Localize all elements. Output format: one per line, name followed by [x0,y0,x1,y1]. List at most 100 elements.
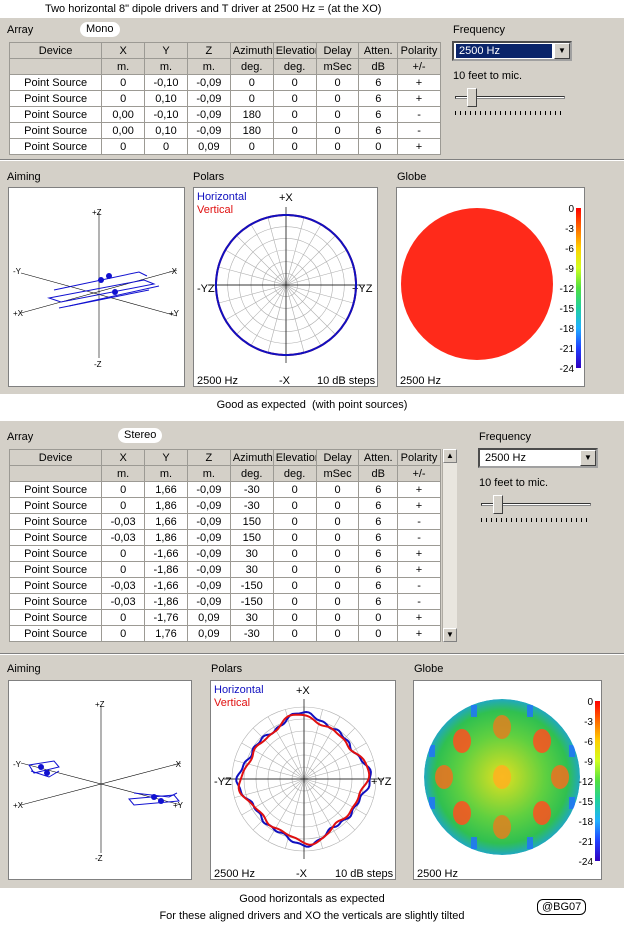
table-cell[interactable]: Point Source [8,513,103,530]
polar-plot[interactable]: Horizontal Vertical +X -X -YZ +YZ 2500 H… [193,187,378,387]
table-cell[interactable]: -30 [229,497,274,514]
table-cell[interactable]: 1,86 [144,529,188,546]
table-cell[interactable]: 0 [272,481,317,498]
table-cell[interactable]: 0 [315,529,360,546]
column-header[interactable]: Atten. [358,42,399,59]
column-header[interactable]: Polarity [397,42,441,59]
table-cell[interactable]: -0,09 [186,497,231,514]
globe-plot[interactable]: 2500 Hz 0 -3 -6 -9 -12 -15 -18 -21 -24 [413,680,602,880]
table-cell[interactable]: 0 [272,609,317,626]
table-cell[interactable]: - [397,122,441,139]
table-cell[interactable]: -1,66 [144,577,188,594]
table-cell[interactable]: 6 [358,529,399,546]
column-header[interactable]: Z [186,449,231,466]
table-cell[interactable]: -0,09 [186,561,231,578]
table-cell[interactable]: -150 [229,593,274,610]
table-cell[interactable]: 0 [315,545,360,562]
column-header[interactable]: Device [8,42,103,59]
column-header[interactable]: Device [8,449,103,466]
column-header[interactable]: Delay [315,449,360,466]
table-scrollbar[interactable]: ▲ ▼ [442,449,457,642]
table-row[interactable]: Point Source 0 -1,76 0,09 30 0 0 0 + [8,609,441,626]
table-cell[interactable]: Point Source [8,106,103,123]
table-cell[interactable]: -1,86 [144,561,188,578]
table-row[interactable]: Point Source -0,03 1,86 -0,09 150 0 0 6- [8,529,441,546]
table-row[interactable]: Point Source -0,03 -1,66 -0,09 -150 0 0 6- [8,577,441,594]
table-cell[interactable]: 6 [358,593,399,610]
table-cell[interactable]: -30 [229,625,274,642]
table-cell[interactable]: - [397,577,441,594]
table-cell[interactable]: 0,10 [144,90,188,107]
table-cell[interactable]: Point Source [8,138,103,155]
table-cell[interactable]: -0,09 [186,90,231,107]
table-cell[interactable]: 0 [229,90,274,107]
table-cell[interactable]: 0 [315,90,360,107]
table-cell[interactable]: -1,86 [144,593,188,610]
aiming-plot[interactable]: +Z -Z -Y -X +X +Y [8,187,185,387]
table-cell[interactable]: - [397,513,441,530]
table-cell[interactable]: -0,09 [186,529,231,546]
table-cell[interactable]: 0,09 [186,625,231,642]
table-cell[interactable]: 0 [358,609,399,626]
distance-slider[interactable] [455,88,565,118]
chevron-down-icon[interactable]: ▼ [580,450,596,466]
table-cell[interactable]: 0 [101,561,146,578]
slider-thumb[interactable] [467,88,477,107]
table-cell[interactable]: 1,66 [144,513,188,530]
table-cell[interactable]: 0 [272,545,317,562]
table-cell[interactable]: 0 [101,609,146,626]
table-cell[interactable]: -0,09 [186,106,231,123]
table-cell[interactable]: 0 [315,122,360,139]
table-cell[interactable]: 6 [358,561,399,578]
table-cell[interactable]: 1,86 [144,497,188,514]
frequency-select[interactable]: 2500 Hz ▼ [452,41,572,61]
chevron-down-icon[interactable]: ▼ [554,43,570,59]
table-cell[interactable]: 0 [272,513,317,530]
table-cell[interactable]: + [397,481,441,498]
table-cell[interactable]: 6 [358,481,399,498]
table-cell[interactable]: 0 [315,609,360,626]
table-cell[interactable]: 0 [272,138,317,155]
table-cell[interactable]: -0,09 [186,545,231,562]
table-row[interactable]: Point Source 0 1,76 0,09 -30 0 0 0 + [8,625,441,642]
table-cell[interactable]: - [397,529,441,546]
table-cell[interactable]: + [397,545,441,562]
table-cell[interactable]: 1,66 [144,481,188,498]
table-row[interactable]: Point Source 0 0 0,09 0 0 0 0 + [8,138,441,155]
table-row[interactable]: Point Source 0 -1,66 -0,09 30 0 0 6 + [8,545,441,562]
table-cell[interactable]: Point Source [8,122,103,139]
table-cell[interactable]: 6 [358,513,399,530]
table-cell[interactable]: -0,03 [101,577,146,594]
table-cell[interactable]: Point Source [8,625,103,642]
table-cell[interactable]: 1,76 [144,625,188,642]
table-row[interactable]: Point Source -0,03 1,66 -0,09 150 0 0 6- [8,513,441,530]
column-header[interactable]: Elevation [272,449,317,466]
table-cell[interactable]: 0 [101,481,146,498]
table-cell[interactable]: 0,10 [144,122,188,139]
table-cell[interactable]: 6 [358,122,399,139]
table-row[interactable]: Point Source -0,03 -1,86 -0,09 -150 0 0 6- [8,593,441,610]
table-cell[interactable]: Point Source [8,593,103,610]
table-cell[interactable]: 0 [272,593,317,610]
table-cell[interactable]: 0 [101,90,146,107]
column-header[interactable]: Y [144,42,188,59]
table-cell[interactable]: 0 [315,577,360,594]
table-cell[interactable]: -0,09 [186,513,231,530]
table-row[interactable]: Point Source 0 1,86 -0,09 -30 0 0 6 + [8,497,441,514]
slider-thumb[interactable] [493,495,503,514]
table-cell[interactable]: - [397,593,441,610]
table-cell[interactable]: + [397,561,441,578]
table-cell[interactable]: + [397,138,441,155]
table-cell[interactable]: 6 [358,545,399,562]
table-cell[interactable]: 0 [315,497,360,514]
table-cell[interactable]: 0 [315,513,360,530]
column-header[interactable]: Atten. [358,449,399,466]
table-cell[interactable]: 0 [101,138,146,155]
table-cell[interactable]: Point Source [8,529,103,546]
table-cell[interactable]: 0 [101,74,146,91]
table-cell[interactable]: 0 [272,106,317,123]
table-cell[interactable]: 6 [358,497,399,514]
table-cell[interactable]: + [397,90,441,107]
array-table[interactable]: DeviceXYZAzimuthElevationDelayAtten.Pola… [8,449,441,642]
table-cell[interactable]: 0 [272,74,317,91]
